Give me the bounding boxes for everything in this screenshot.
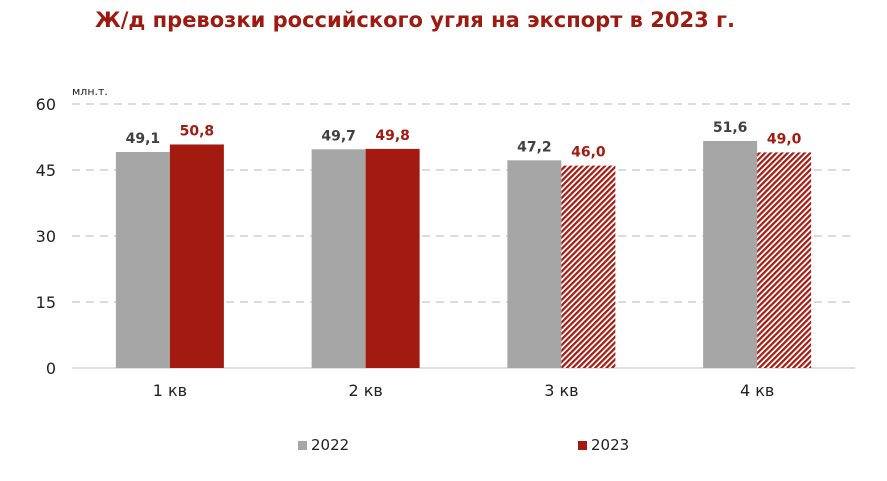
bar-2023-1 <box>169 144 224 368</box>
y-tick-label: 15 <box>36 293 56 312</box>
y-tick-label: 0 <box>46 359 56 378</box>
legend-label: 2022 <box>311 436 350 454</box>
x-tick-label: 3 кв <box>544 381 578 400</box>
bar-2022-1 <box>115 151 170 368</box>
legend-swatch <box>578 440 587 450</box>
legend-item-2022: 2022 <box>298 436 349 454</box>
y-tick-label: 45 <box>36 161 56 180</box>
bar-2022-2 <box>311 149 366 368</box>
bar-2023-3 <box>561 165 616 368</box>
data-label: 49,8 <box>375 128 410 144</box>
bar-2023-2 <box>365 148 420 368</box>
y-axis-unit-label: млн.т. <box>72 85 108 98</box>
chart-title: Ж/д превозки российского угля на экспорт… <box>95 8 735 32</box>
bar-2022-3 <box>507 160 562 368</box>
data-label: 49,0 <box>767 131 802 147</box>
legend-label: 2023 <box>591 436 630 454</box>
data-label: 46,0 <box>571 145 606 161</box>
legend-swatch <box>298 440 307 450</box>
y-tick-label: 30 <box>36 227 56 246</box>
bar-2023-4 <box>757 152 812 368</box>
bar-2022-4 <box>703 140 758 368</box>
x-tick-label: 4 кв <box>740 381 774 400</box>
x-tick-label: 2 кв <box>348 381 382 400</box>
data-label: 50,8 <box>180 123 215 139</box>
y-tick-label: 60 <box>36 95 56 114</box>
legend-item-2023: 2023 <box>578 436 629 454</box>
data-label: 47,2 <box>517 139 552 155</box>
legend: 2022 2023 <box>0 436 887 460</box>
data-label: 51,6 <box>713 120 748 136</box>
x-tick-label: 1 кв <box>153 381 187 400</box>
data-label: 49,7 <box>321 128 356 144</box>
data-label: 49,1 <box>126 131 161 147</box>
